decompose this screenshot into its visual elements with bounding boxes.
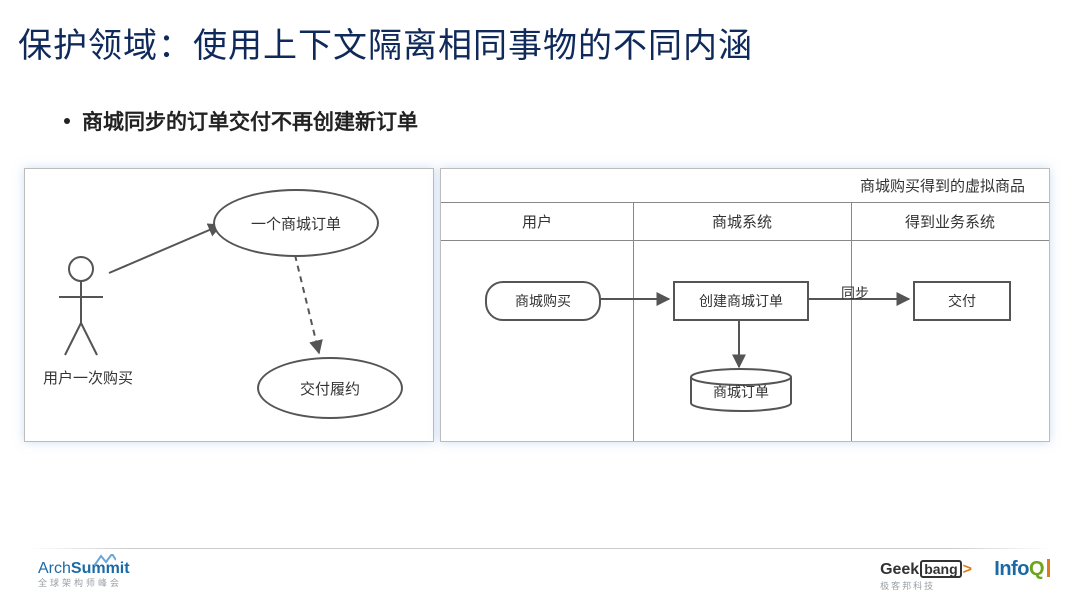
left-panel: 一个商城订单 交付履约 用户一次购买 (24, 168, 434, 442)
archsummit-sub: 全球架构师峰会 (38, 576, 130, 589)
lane-header: 用户 (441, 203, 633, 241)
node-buy: 商城购买 (485, 281, 601, 321)
actor-label: 用户一次购买 (43, 367, 133, 388)
edge-label: 同步 (841, 283, 869, 303)
lane-header: 商城系统 (633, 203, 851, 241)
right-panel: 商城购买得到的虚拟商品 用户商城系统得到业务系统 商城购买 创建商城订单商城订单 交… (440, 168, 1050, 442)
node-deliver: 交付 (913, 281, 1011, 321)
footer-divider (28, 548, 1052, 549)
actor-icon (59, 257, 103, 355)
cylinder-label: 商城订单 (691, 382, 791, 402)
infoq-q: Q (1029, 558, 1044, 580)
logo-geekbang: Geekbang> 极客邦科技 (880, 560, 972, 592)
usecase-bottom: 交付履约 (257, 357, 403, 419)
logo-infoq: InfoQ (994, 558, 1050, 581)
lane-divider (633, 203, 634, 441)
page-title: 保护领域：使用上下文隔离相同事物的不同内涵 (18, 18, 753, 67)
infoq-info: Info (994, 558, 1029, 580)
lane-divider (851, 203, 852, 441)
bullet-text: 商城同步的订单交付不再创建新订单 (82, 106, 418, 136)
geek-text: Geek (880, 561, 919, 578)
node-create: 创建商城订单 (673, 281, 809, 321)
mountain-icon (94, 554, 116, 566)
logo-archsummit: ArchSummit 全球架构师峰会 (38, 560, 130, 589)
archsummit-arch: Arch (38, 560, 71, 577)
lane-header: 得到业务系统 (851, 203, 1049, 241)
usecase-top: 一个商城订单 (213, 189, 379, 257)
bullet-item: 商城同步的订单交付不再创建新订单 (64, 106, 418, 136)
gt-icon: > (963, 561, 972, 578)
swim-super-title: 商城购买得到的虚拟商品 (441, 169, 1049, 203)
bang-text: bang (920, 560, 961, 578)
geekbang-sub: 极客邦科技 (880, 579, 972, 592)
infoq-bar-icon (1047, 559, 1050, 577)
bullet-dot (64, 118, 70, 124)
